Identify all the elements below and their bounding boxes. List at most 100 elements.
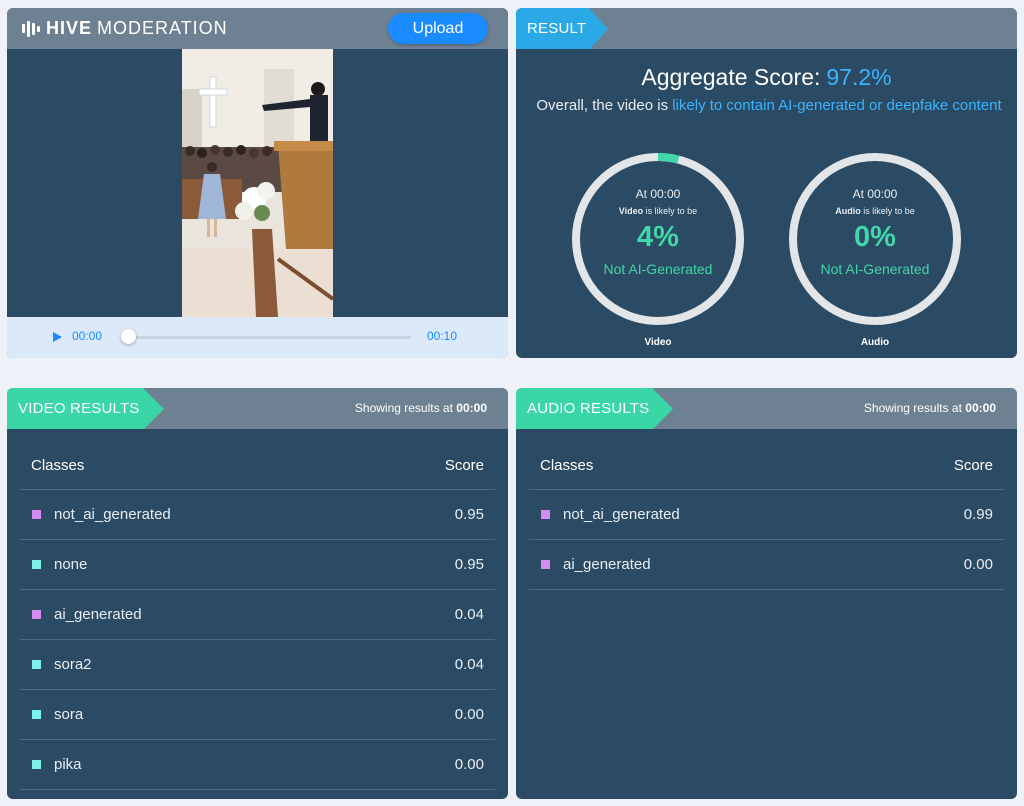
class-score: 0.95 xyxy=(454,506,484,523)
video-gauge-time: At 00:00 xyxy=(635,187,681,201)
audio-results-tag-arrow xyxy=(653,388,674,429)
table-row: ai_generated 0.00 xyxy=(529,540,1004,590)
scrub-track[interactable] xyxy=(128,336,411,339)
audio-showing-prefix: Showing results at xyxy=(863,401,962,415)
class-name: ai_generated xyxy=(563,556,651,573)
class-cell: not_ai_generated xyxy=(32,506,171,523)
result-panel: RESULT Aggregate Score: 97.2% Overall, th… xyxy=(516,8,1017,358)
class-score: 0.99 xyxy=(963,506,993,523)
audio-gauge-verdict: Not AI-Generated xyxy=(820,261,930,277)
class-color-swatch xyxy=(541,510,550,519)
class-cell: not_ai_generated xyxy=(541,506,680,523)
class-score: 0.95 xyxy=(454,556,484,573)
class-color-swatch xyxy=(32,560,41,569)
audio-showing-time: 00:00 xyxy=(965,401,996,415)
audio-gauge-percent: 0% xyxy=(854,221,896,253)
audio-gauge-likely-text: is likely to be xyxy=(863,206,915,216)
table-row: pika 0.00 xyxy=(20,740,495,790)
table-header: Classes Score xyxy=(20,446,495,490)
class-color-swatch xyxy=(32,760,41,769)
class-cell: sora xyxy=(32,706,83,723)
table-row: sora 0.00 xyxy=(20,690,495,740)
play-icon[interactable] xyxy=(53,332,62,342)
audio-gauge-time: At 00:00 xyxy=(852,187,898,201)
video-gauge-ring xyxy=(572,153,744,325)
time-current: 00:00 xyxy=(72,329,103,343)
result-tag: RESULT xyxy=(516,8,609,49)
result-tag-arrow xyxy=(590,8,609,49)
class-cell: pika xyxy=(32,756,82,773)
audio-results-showing: Showing results at 00:00 xyxy=(864,401,996,415)
hive-logo-icon xyxy=(22,20,40,37)
class-cell: sora2 xyxy=(32,656,92,673)
class-name: none xyxy=(54,556,88,573)
video-results-tag: VIDEO RESULTS xyxy=(7,388,164,429)
aggregate-value: 97.2% xyxy=(826,64,892,90)
hive-logo: HIVE MODERATION xyxy=(22,18,228,39)
video-gauge-subject: Video xyxy=(618,206,644,216)
table-header: Classes Score xyxy=(529,446,1004,490)
class-name: not_ai_generated xyxy=(54,506,171,523)
audio-gauge-label: Audio xyxy=(860,337,890,348)
result-summary: Overall, the video is likely to contain … xyxy=(534,95,1004,117)
result-panel-header: RESULT xyxy=(516,8,1017,49)
col-score: Score xyxy=(953,457,993,474)
video-frame xyxy=(182,49,333,317)
class-cell: ai_generated xyxy=(32,606,142,623)
video-gauge-likely: Video is likely to be xyxy=(570,206,746,216)
video-panel: HIVE MODERATION Upload xyxy=(7,8,508,358)
class-name: ai_generated xyxy=(54,606,142,623)
video-thumbnail xyxy=(182,49,333,317)
video-gauge-percent: 4% xyxy=(637,221,679,253)
class-color-swatch xyxy=(32,660,41,669)
scrub-handle[interactable] xyxy=(121,329,136,344)
video-panel-header: HIVE MODERATION Upload xyxy=(7,8,508,49)
class-score: 0.04 xyxy=(454,656,484,673)
audio-gauge-ring xyxy=(789,153,961,325)
class-color-swatch xyxy=(541,560,550,569)
audio-gauge-subject: Audio xyxy=(835,206,861,216)
audio-results-header: AUDIO RESULTS Showing results at 00:00 xyxy=(516,388,1017,429)
class-score: 0.00 xyxy=(963,556,993,573)
video-gauge-verdict: Not AI-Generated xyxy=(603,261,713,277)
video-results-table: Classes Score not_ai_generated 0.95 none 0.… xyxy=(20,446,495,790)
player-controls: 00:00 00:10 xyxy=(7,317,508,358)
audio-results-table: Classes Score not_ai_generated 0.99 ai_gen… xyxy=(529,446,1004,590)
brand-rest: MODERATION xyxy=(97,18,228,38)
time-total: 00:10 xyxy=(427,329,458,343)
class-name: sora2 xyxy=(54,656,92,673)
video-results-tag-arrow xyxy=(143,388,164,429)
video-showing-prefix: Showing results at xyxy=(354,401,453,415)
class-color-swatch xyxy=(32,510,41,519)
video-gauge-arc xyxy=(572,153,744,325)
video-results-panel: VIDEO RESULTS Showing results at 00:00 C… xyxy=(7,388,508,799)
class-score: 0.00 xyxy=(454,756,484,773)
video-gauge: At 00:00 Video is likely to be 4% Not AI… xyxy=(570,151,746,327)
video-gauge-likely-text: is likely to be xyxy=(645,206,698,216)
video-results-header: VIDEO RESULTS Showing results at 00:00 xyxy=(7,388,508,429)
audio-results-tag-label: AUDIO RESULTS xyxy=(516,388,654,429)
audio-gauge-likely: Audio is likely to be xyxy=(787,206,963,216)
result-tag-label: RESULT xyxy=(516,8,591,49)
col-classes: Classes xyxy=(31,457,85,474)
video-viewport[interactable] xyxy=(7,49,508,317)
aggregate-label: Aggregate Score: xyxy=(641,64,821,90)
video-gauge-label: Video xyxy=(644,337,672,348)
class-name: sora xyxy=(54,706,84,723)
upload-button[interactable]: Upload xyxy=(388,13,488,44)
video-results-showing: Showing results at 00:00 xyxy=(355,401,487,415)
col-classes: Classes xyxy=(540,457,594,474)
class-color-swatch xyxy=(32,710,41,719)
summary-prefix: Overall, the video is xyxy=(536,97,669,114)
class-score: 0.00 xyxy=(454,706,484,723)
table-row: not_ai_generated 0.95 xyxy=(20,490,495,540)
table-row: none 0.95 xyxy=(20,540,495,590)
brand-bold: HIVE xyxy=(46,18,93,38)
audio-gauge: At 00:00 Audio is likely to be 0% Not AI… xyxy=(787,151,963,327)
aggregate-score: Aggregate Score: 97.2% xyxy=(516,64,1017,91)
class-color-swatch xyxy=(32,610,41,619)
col-score: Score xyxy=(444,457,484,474)
video-showing-time: 00:00 xyxy=(456,401,487,415)
audio-results-panel: AUDIO RESULTS Showing results at 00:00 C… xyxy=(516,388,1017,799)
summary-highlight: likely to contain AI-generated or deepfa… xyxy=(672,97,1002,114)
